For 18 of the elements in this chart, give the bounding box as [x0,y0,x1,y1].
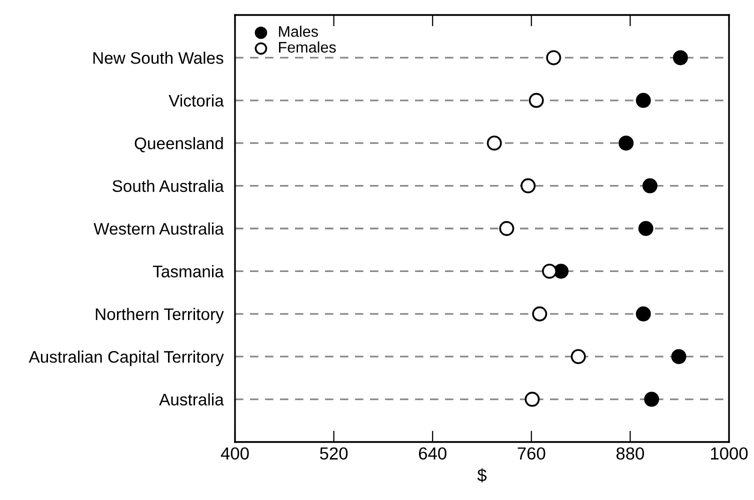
x-axis-title: $ [477,468,487,482]
x-tick-label: 640 [419,447,446,460]
x-tick-label: 760 [518,447,546,460]
x-tick-label: 1000 [711,447,748,460]
y-tick-label: Northern Territory [96,308,224,324]
legend-label: Females [279,41,336,53]
y-tick-label: Australia [159,393,224,406]
y-tick-label: Western Australia [94,222,224,235]
legend-label: Males [279,26,318,37]
x-tick-label: 520 [320,447,348,460]
y-tick-label: Tasmania [152,265,224,278]
y-tick-label: New South Wales [93,52,224,64]
y-tick-label: Queensland [134,137,223,152]
y-tick-label: South Australia [112,180,224,192]
x-tick-label: 400 [220,447,249,460]
x-tick-label: 880 [616,447,644,460]
y-tick-label: Australian Capital Territory [28,350,224,366]
y-tick-label: Victoria [168,94,224,107]
